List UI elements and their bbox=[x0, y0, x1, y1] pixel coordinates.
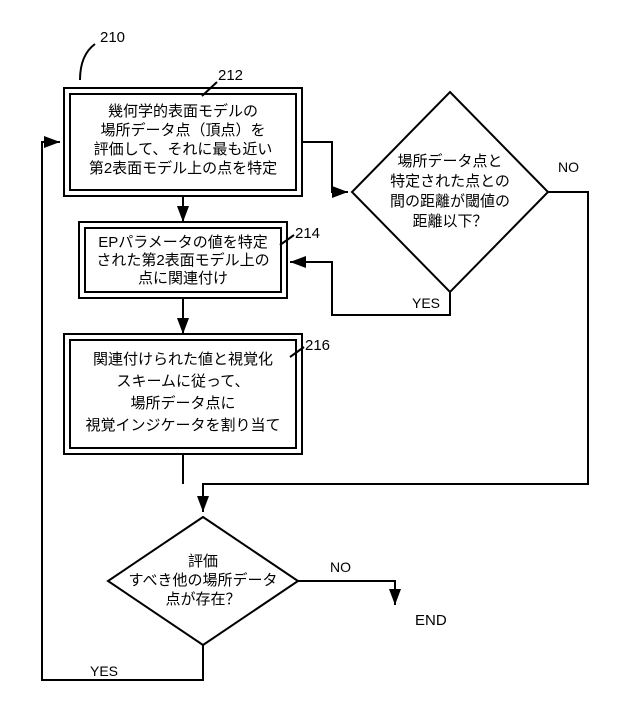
node-assign-indicator: 関連付けられた値と視覚化 スキームに従って、 場所データ点に 視覚インジケータを… bbox=[64, 334, 302, 454]
label-d2-no: NO bbox=[330, 559, 351, 575]
svg-text:点が存在？: 点が存在？ bbox=[165, 591, 240, 608]
end-label: END bbox=[415, 612, 447, 629]
node-associate-ep: EPパラメータの値を特定 された第2表面モデル上の 点に関連付け bbox=[79, 222, 287, 298]
label-d1-yes: YES bbox=[412, 295, 440, 311]
svg-text:場所データ点（頂点）を: 場所データ点（頂点）を bbox=[100, 121, 265, 139]
svg-text:すべき他の場所データ: すべき他の場所データ bbox=[129, 571, 278, 589]
label-d2-yes: YES bbox=[90, 663, 118, 679]
svg-text:点に関連付け: 点に関連付け bbox=[138, 270, 228, 287]
ref-210: 210 bbox=[100, 29, 125, 46]
ref-210-arrow bbox=[80, 44, 95, 80]
svg-text:関連付けられた値と視覚化: 関連付けられた値と視覚化 bbox=[93, 351, 273, 368]
svg-text:EPパラメータの値を特定: EPパラメータの値を特定 bbox=[98, 234, 268, 251]
svg-text:視覚インジケータを割り当て: 視覚インジケータを割り当て bbox=[85, 417, 280, 434]
svg-text:幾何学的表面モデルの: 幾何学的表面モデルの bbox=[108, 102, 258, 120]
ref-212: 212 bbox=[218, 67, 243, 84]
edge-d2-no bbox=[298, 581, 395, 605]
node-evaluate-vertex: 幾何学的表面モデルの 場所データ点（頂点）を 評価して、それに最も近い 第2表面… bbox=[64, 88, 302, 196]
svg-text:間の距離が閾値の: 間の距離が閾値の bbox=[390, 192, 510, 210]
svg-text:第2表面モデル上の点を特定: 第2表面モデル上の点を特定 bbox=[89, 159, 277, 177]
svg-text:された第2表面モデル上の: された第2表面モデル上の bbox=[96, 251, 269, 269]
edge-n1-d1 bbox=[302, 142, 348, 192]
decision-distance-threshold: 場所データ点と 特定された点との 間の距離が閾値の 距離以下？ bbox=[352, 92, 548, 292]
ref-214: 214 bbox=[295, 225, 320, 242]
decision-more-points: 評価 すべき他の場所データ 点が存在？ bbox=[108, 517, 298, 645]
svg-text:評価: 評価 bbox=[188, 553, 218, 570]
label-d1-no: NO bbox=[558, 159, 579, 175]
svg-text:場所データ点と: 場所データ点と bbox=[397, 152, 502, 170]
svg-text:特定された点との: 特定された点との bbox=[390, 173, 510, 190]
svg-text:距離以下？: 距離以下？ bbox=[412, 212, 487, 230]
svg-text:場所データ点に: 場所データ点に bbox=[130, 394, 235, 412]
svg-text:スキームに従って、: スキームに従って、 bbox=[116, 373, 249, 390]
svg-text:評価して、それに最も近い: 評価して、それに最も近い bbox=[94, 141, 273, 158]
ref-216: 216 bbox=[305, 337, 330, 354]
